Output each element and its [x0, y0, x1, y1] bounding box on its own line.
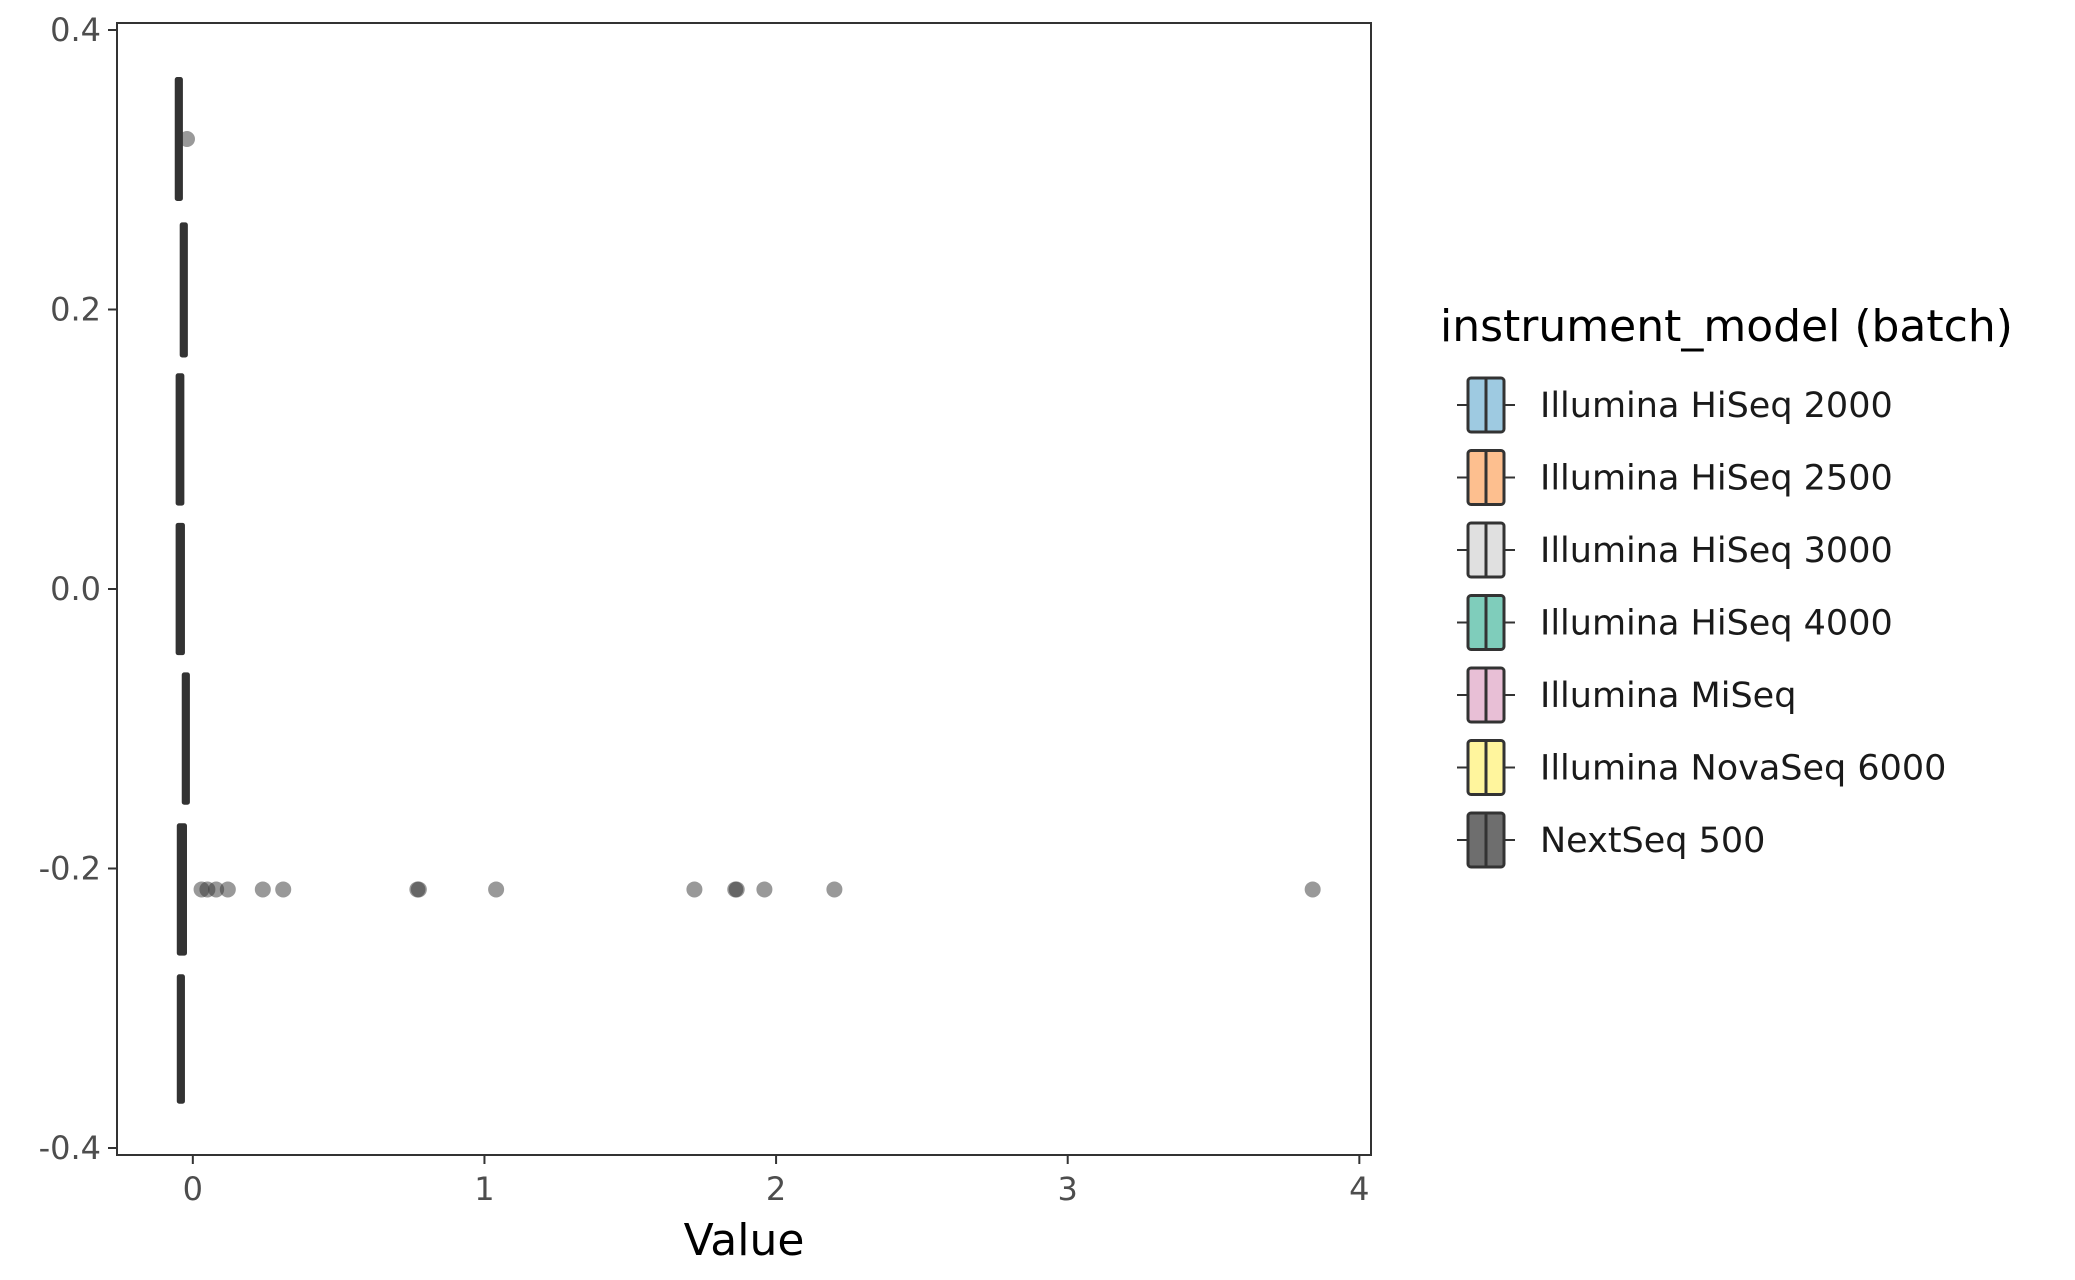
- legend-label: Illumina HiSeq 2000: [1540, 386, 1893, 426]
- outlier-point: [208, 881, 225, 898]
- legend-entry: Illumina NovaSeq 6000: [1457, 739, 1946, 796]
- y-tick-label: 0.4: [50, 11, 101, 49]
- outlier-point: [686, 881, 703, 898]
- outlier-point: [756, 881, 773, 898]
- x-axis-title: Value: [684, 1215, 805, 1266]
- outlier-point: [178, 130, 195, 147]
- x-tick-label: 4: [1349, 1170, 1369, 1208]
- legend-entry: Illumina HiSeq 2500: [1457, 449, 1893, 506]
- box-group: [174, 77, 195, 201]
- outlier-point: [219, 881, 236, 898]
- outlier-point: [728, 881, 745, 898]
- x-tick-label: 0: [183, 1170, 203, 1208]
- legend-entry: Illumina HiSeq 3000: [1457, 521, 1893, 579]
- box: [175, 522, 185, 656]
- legend-title: instrument_model (batch): [1440, 301, 2013, 352]
- box-group: [176, 823, 1321, 956]
- outlier-point: [488, 881, 505, 898]
- x-axis: 0 1 2 3 4: [183, 1155, 1370, 1208]
- outlier-point: [826, 881, 843, 898]
- boxplot-series: [174, 77, 1321, 1104]
- box: [175, 373, 185, 506]
- legend: Illumina HiSeq 2000 Illumina HiSeq 2500 Il…: [1457, 376, 1946, 869]
- legend-label: NextSeq 500: [1540, 821, 1765, 861]
- y-tick-label: -0.2: [39, 850, 101, 888]
- legend-label: Illumina MiSeq: [1540, 676, 1796, 716]
- outlier-point: [254, 881, 271, 898]
- legend-entry: Illumina MiSeq: [1457, 666, 1796, 724]
- box: [176, 823, 187, 956]
- outlier-point: [275, 881, 292, 898]
- legend-label: Illumina HiSeq 4000: [1540, 604, 1893, 644]
- y-tick-label: 0.2: [50, 290, 101, 328]
- legend-entry: Illumina HiSeq 2000: [1457, 376, 1893, 434]
- box-group: [181, 672, 190, 805]
- y-tick-label: 0.0: [50, 570, 101, 608]
- legend-label: Illumina HiSeq 3000: [1540, 531, 1893, 571]
- box: [181, 672, 190, 805]
- y-axis: 0.4 0.2 0.0 -0.2 -0.4: [39, 11, 117, 1167]
- legend-label: Illumina HiSeq 2500: [1540, 459, 1893, 499]
- box-group: [176, 974, 185, 1104]
- box-group: [175, 522, 185, 656]
- legend-label: Illumina NovaSeq 6000: [1540, 749, 1946, 789]
- legend-entry: NextSeq 500: [1457, 811, 1765, 869]
- box: [176, 974, 185, 1104]
- box-group: [175, 373, 185, 506]
- outlier-point: [410, 881, 427, 898]
- x-tick-label: 1: [474, 1170, 494, 1208]
- y-tick-label: -0.4: [39, 1129, 101, 1167]
- x-tick-label: 2: [766, 1170, 786, 1208]
- plot-panel: [116, 22, 1372, 1156]
- box: [179, 222, 188, 358]
- x-tick-label: 3: [1058, 1170, 1078, 1208]
- outlier-point: [1304, 881, 1321, 898]
- legend-entry: Illumina HiSeq 4000: [1457, 594, 1893, 651]
- box-group: [179, 222, 188, 358]
